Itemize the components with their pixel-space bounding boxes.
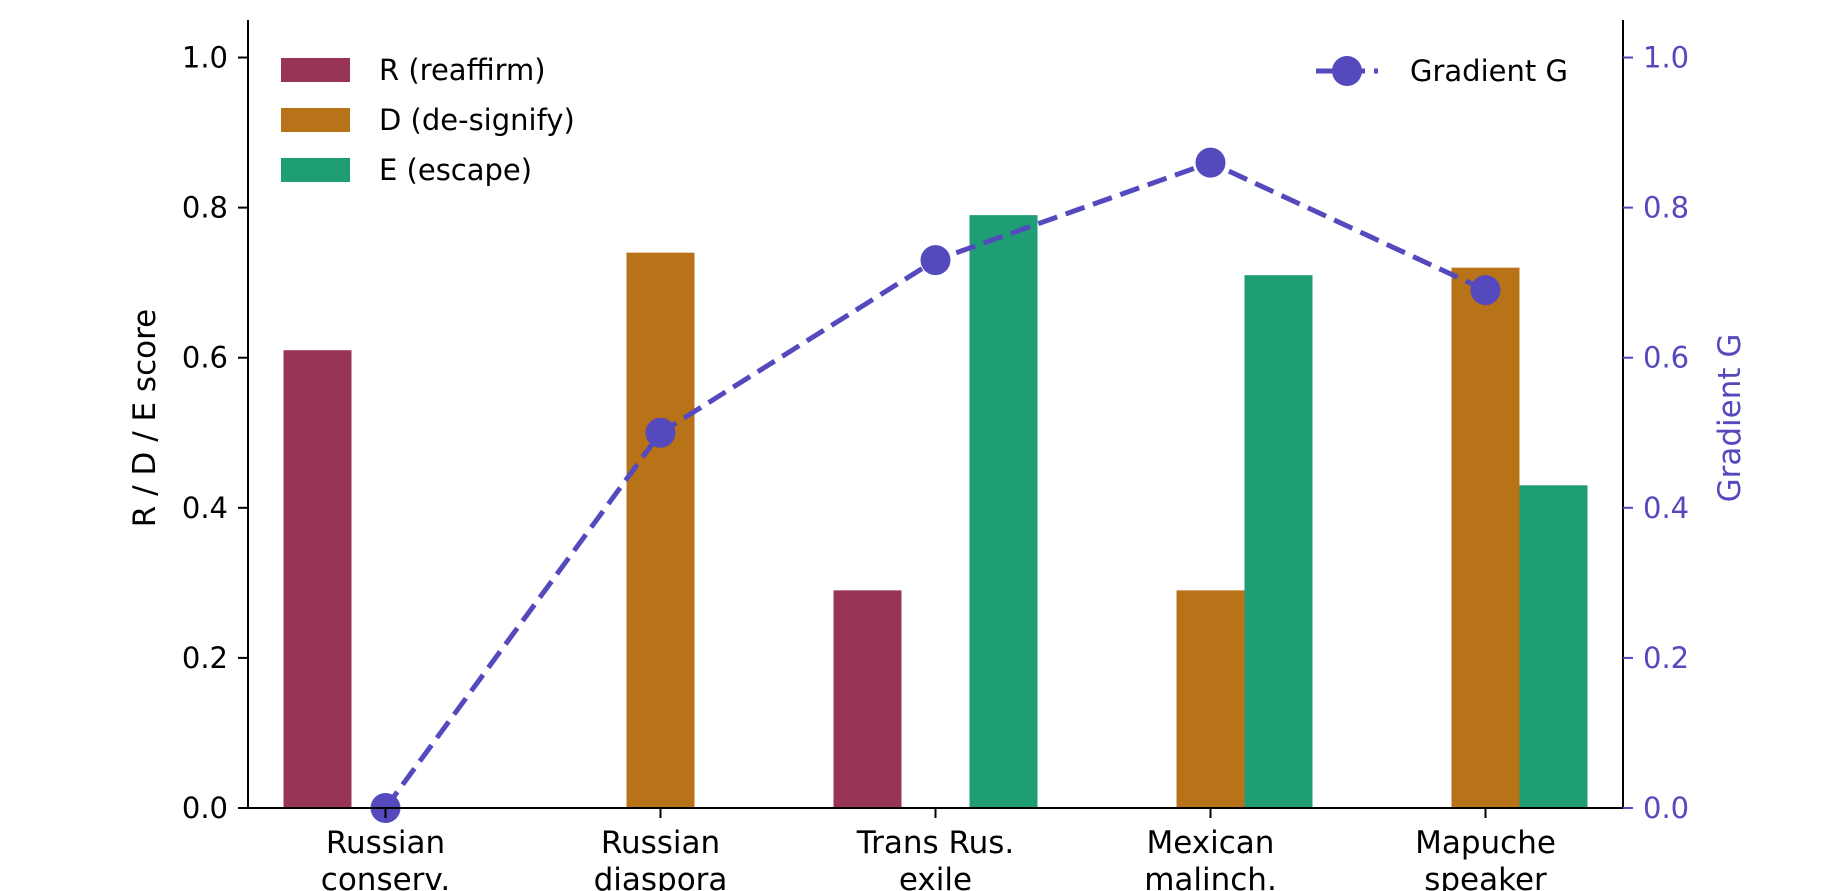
y-tick-label-5: 0.8 [182, 191, 228, 225]
y-tick-label-1: 0.0 [182, 791, 228, 825]
legend-bars: R (reaffirm) D (de-signify) E (escape) [281, 53, 575, 187]
y-axis-label-left: R / D / E score [127, 309, 163, 527]
bar-2-2 [626, 252, 695, 809]
x-tick-label-1: Russian conserv. [321, 825, 450, 891]
bar-2-4 [1176, 590, 1245, 808]
bar-3-4 [1244, 275, 1313, 809]
legend-line: Gradient G [1316, 54, 1568, 88]
y-tick-label-4: 0.6 [182, 341, 228, 375]
y2-tick-label-6: 1.0 [1643, 41, 1689, 75]
y2-tick-label-5: 0.8 [1643, 191, 1689, 225]
legend-line-marker [1332, 56, 1362, 86]
gradient-point-2 [645, 417, 676, 448]
legend-label-2: D (de-signify) [379, 103, 575, 137]
axes-layer: 0.0 0.2 0.4 0.6 0.8 1.0 0.0 0.2 0.4 0.6 0.8 1.0 Russ… [182, 20, 1689, 891]
x-tick-label-5: Mapuche speaker [1415, 825, 1556, 891]
legend-swatch-3 [281, 158, 350, 182]
legend-line-label: Gradient G [1410, 54, 1568, 88]
bar-2-5 [1451, 267, 1520, 809]
y2-tick-label-3: 0.4 [1643, 491, 1689, 525]
legend-swatch-1 [281, 58, 350, 82]
bar-3-3 [969, 215, 1038, 809]
y2-tick-label-1: 0.0 [1643, 791, 1689, 825]
gradient-point-4 [1195, 147, 1226, 178]
gradient-point-3 [920, 245, 951, 276]
y2-tick-label-4: 0.6 [1643, 341, 1689, 375]
y2-tick-label-2: 0.2 [1643, 641, 1689, 675]
x-tick-label-3: Trans Rus. exile [856, 825, 1015, 891]
bar-1-3 [833, 590, 902, 808]
bar-3-5 [1519, 485, 1588, 808]
bars-layer [283, 215, 1588, 809]
y-axis-label-right: Gradient G [1712, 334, 1748, 503]
legend-label-1: R (reaffirm) [379, 53, 546, 87]
x-tick-label-4: Mexican malinch. [1144, 825, 1277, 891]
y-tick-label-3: 0.4 [182, 491, 228, 525]
gradient-line-layer [370, 147, 1501, 823]
y-tick-label-6: 1.0 [182, 41, 228, 75]
gradient-point-5 [1470, 275, 1501, 306]
legend-swatch-2 [281, 108, 350, 132]
legend-label-3: E (escape) [379, 153, 532, 187]
bar-1-1 [283, 350, 352, 808]
y-tick-label-2: 0.2 [182, 641, 228, 675]
x-tick-label-2: Russian diaspora [594, 825, 728, 891]
